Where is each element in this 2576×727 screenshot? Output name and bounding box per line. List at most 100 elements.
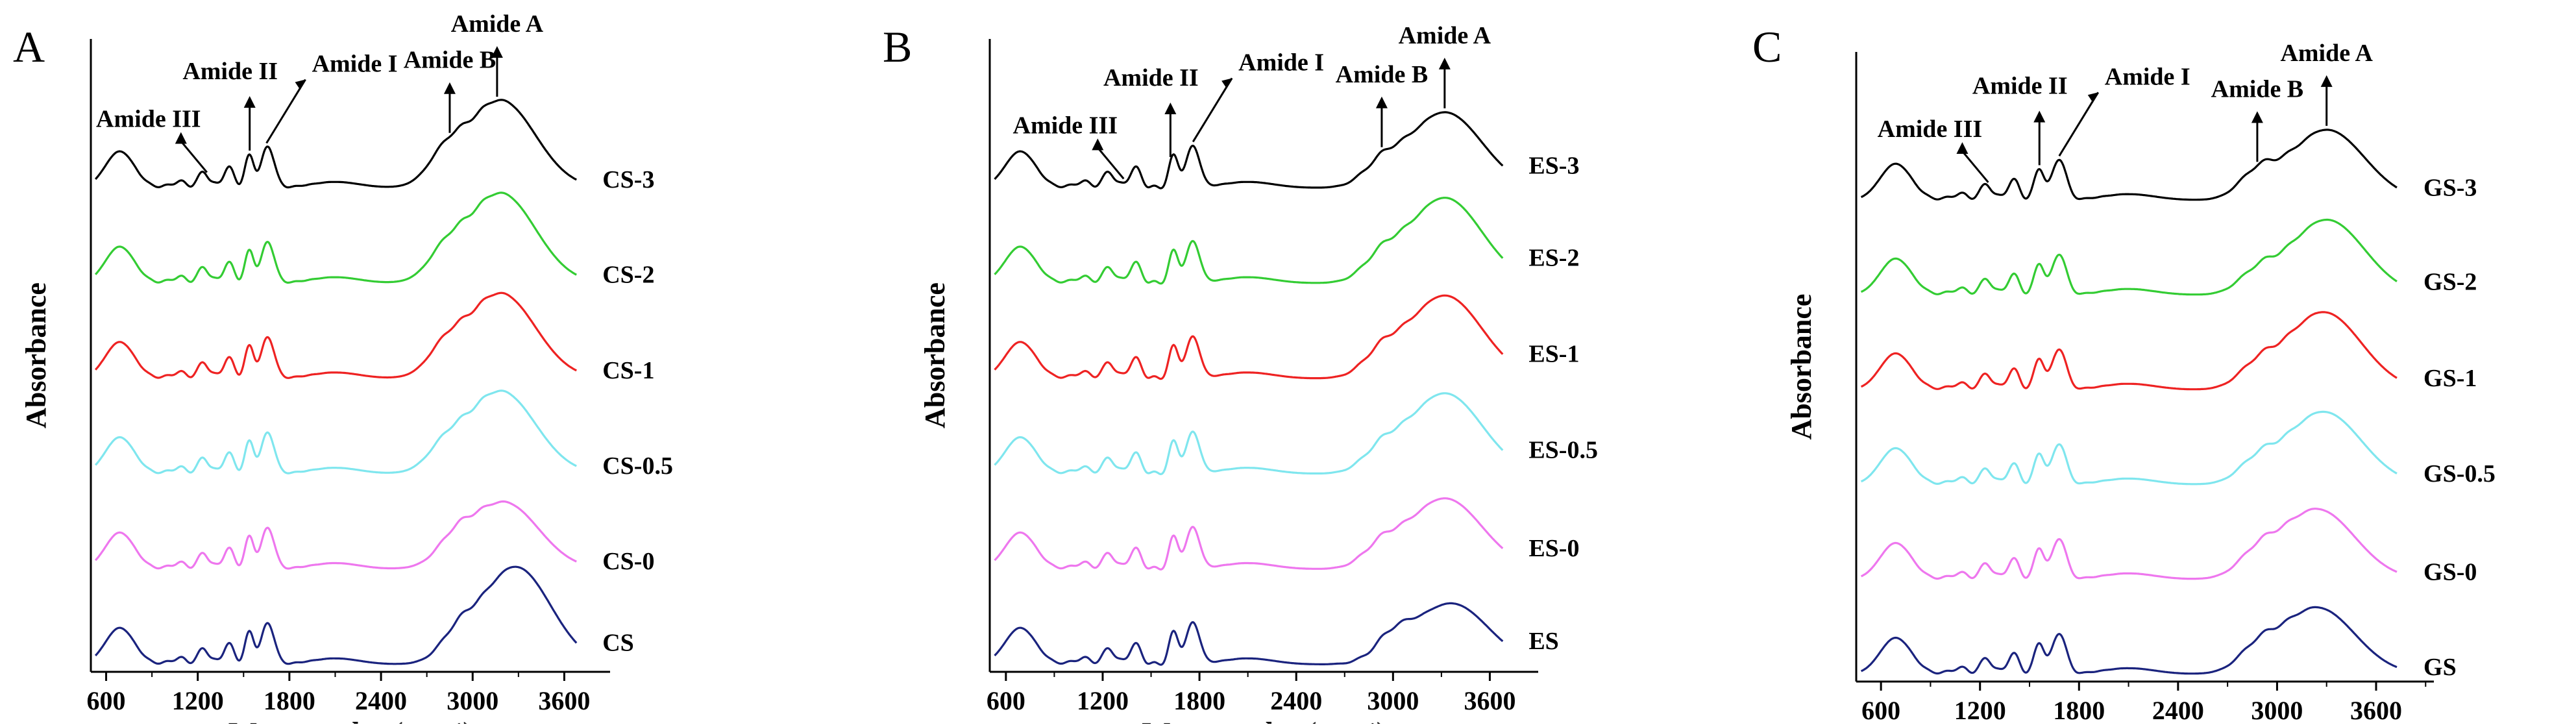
- x-tick-label: 3600: [2350, 696, 2402, 724]
- series-label-GS-3: GS-3: [2423, 175, 2477, 202]
- x-tick-label: 3600: [538, 686, 590, 715]
- annotation-label: Amide B: [2211, 75, 2304, 103]
- series-label-CS-3: CS-3: [602, 166, 654, 193]
- x-tick-label: 1200: [1077, 686, 1129, 715]
- annotation-arrow: [180, 140, 208, 173]
- annotation-label: Amide III: [1878, 116, 1983, 143]
- annotation-arrowhead: [295, 79, 306, 90]
- annotation-arrowhead: [243, 95, 256, 108]
- annotation-arrowhead: [1438, 57, 1451, 69]
- series-line-CS: [94, 565, 578, 665]
- x-tick-label: 2400: [355, 686, 407, 715]
- series-label-ES-2: ES-2: [1528, 245, 1579, 272]
- annotation-arrowhead: [1164, 103, 1177, 115]
- x-tick-label: 3000: [447, 686, 498, 715]
- series-label-CS: CS: [602, 630, 634, 657]
- x-tick-label: 3000: [1367, 686, 1419, 715]
- series-line-GS-0: [1860, 508, 2398, 580]
- series-line-ES-0: [994, 497, 1504, 571]
- series-line-ES-1: [994, 294, 1504, 380]
- y-axis-title: Absorbance: [20, 282, 52, 428]
- annotation-arrowhead: [2033, 110, 2046, 123]
- annotation-arrowhead: [1221, 78, 1233, 89]
- x-tick-label: 1200: [1954, 696, 2006, 724]
- annotation-arrowhead: [1092, 138, 1104, 151]
- series-label-CS-2: CS-2: [602, 261, 654, 288]
- series-label-CS-0: CS-0: [602, 548, 654, 575]
- series-label-ES-0.5: ES-0.5: [1528, 437, 1598, 464]
- series-label-ES-3: ES-3: [1528, 152, 1579, 179]
- series-line-GS-3: [1860, 129, 2398, 201]
- chart-panel-A: A 600 1200 1800 2400 3000 3600 Wavenumber(cm⁻¹)…: [13, 10, 673, 727]
- annotation-arrow: [1097, 147, 1125, 180]
- annotation-label: Amide B: [1336, 61, 1429, 88]
- annotation-arrow: [1192, 77, 1233, 143]
- x-tick-label: 2400: [2152, 696, 2204, 724]
- annotation-arrowhead: [2320, 75, 2333, 87]
- series-label-CS-0.5: CS-0.5: [602, 452, 673, 480]
- annotation-arrow: [2058, 92, 2100, 157]
- x-axis-title: Wavenumber(cm⁻¹): [1142, 717, 1386, 724]
- series-line-CS-1: [94, 291, 577, 379]
- series-label-CS-1: CS-1: [602, 357, 654, 384]
- y-axis-title: Absorbance: [919, 282, 951, 428]
- series-line-ES-3: [994, 111, 1504, 190]
- x-tick-label: 600: [87, 686, 126, 715]
- x-tick-label: 600: [1861, 696, 1900, 724]
- series-line-CS-2: [94, 191, 577, 284]
- annotation-label: Amide B: [404, 47, 497, 74]
- x-tick-label: 2400: [1270, 686, 1322, 715]
- series-line-ES-0.5: [994, 392, 1504, 475]
- annotation-label: Amide A: [2280, 40, 2373, 67]
- series-label-GS-0: GS-0: [2423, 558, 2477, 585]
- x-tick-label: 600: [987, 686, 1025, 715]
- annotation-label: Amide II: [182, 58, 278, 85]
- annotation-arrow: [1961, 150, 1989, 183]
- series-line-GS-2: [1860, 218, 2398, 296]
- series-line-GS: [1860, 606, 2398, 675]
- series-line-CS-0.5: [94, 389, 577, 474]
- x-axis-title: Wavenumber(cm⁻¹): [228, 717, 472, 724]
- annotation-label: Amide I: [312, 50, 398, 77]
- annotation-label: Amide III: [1013, 112, 1118, 139]
- annotation-label: Amide I: [1238, 49, 1324, 76]
- panel-letter: B: [883, 22, 912, 71]
- panel-letter: C: [1752, 22, 1782, 71]
- x-tick-label: 3600: [1464, 686, 1515, 715]
- annotation-label: Amide III: [96, 106, 201, 133]
- series-label-ES-1: ES-1: [1528, 341, 1579, 368]
- annotation-arrow: [265, 79, 306, 144]
- panel-letter: A: [13, 22, 45, 71]
- annotation-label: Amide II: [1972, 72, 2068, 99]
- x-tick-label: 1200: [172, 686, 224, 715]
- annotation-arrowhead: [175, 132, 187, 144]
- annotation-label: Amide A: [1399, 22, 1491, 49]
- annotation-arrowhead: [2087, 92, 2098, 103]
- y-axis-title: Absorbance: [1785, 294, 1817, 440]
- series-line-ES-2: [994, 197, 1504, 285]
- x-tick-label: 1800: [264, 686, 315, 715]
- x-tick-label: 3000: [2251, 696, 2303, 724]
- series-label-GS: GS: [2423, 654, 2457, 681]
- series-line-ES: [994, 602, 1504, 666]
- x-tick-label: 1800: [2053, 696, 2105, 724]
- annotation-arrowhead: [1375, 96, 1388, 108]
- series-line-CS-3: [94, 99, 577, 189]
- series-line-GS-0.5: [1860, 410, 2398, 486]
- series-line-GS-1: [1860, 311, 2398, 391]
- annotation-arrowhead: [1956, 142, 1969, 154]
- x-tick-label: 1800: [1173, 686, 1225, 715]
- series-line-CS-0: [94, 500, 577, 570]
- series-label-ES-0: ES-0: [1528, 535, 1579, 562]
- annotation-label: Amide I: [2105, 63, 2190, 90]
- annotation-arrowhead: [443, 82, 456, 94]
- series-label-GS-1: GS-1: [2423, 365, 2477, 392]
- series-label-GS-0.5: GS-0.5: [2423, 460, 2496, 487]
- annotation-label: Amide A: [451, 10, 544, 38]
- annotation-arrowhead: [491, 46, 503, 58]
- series-label-GS-2: GS-2: [2423, 268, 2477, 295]
- annotation-label: Amide II: [1103, 64, 1199, 92]
- chart-panel-C: C60012001800240030003600Wavelength(cm⁻¹)…: [1752, 22, 2496, 727]
